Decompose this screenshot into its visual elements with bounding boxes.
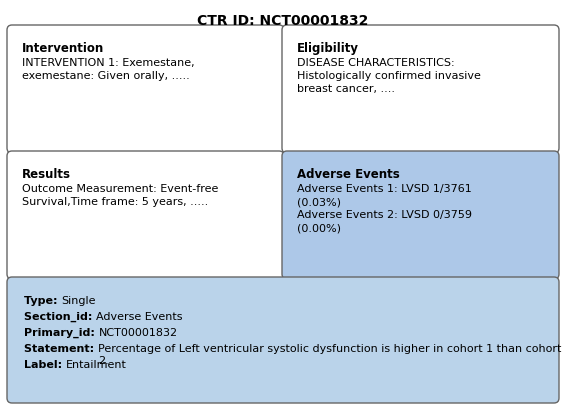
Text: DISEASE CHARACTERISTICS:
Histologically confirmed invasive
breast cancer, ....: DISEASE CHARACTERISTICS: Histologically … <box>297 58 481 95</box>
Text: Intervention: Intervention <box>22 42 104 55</box>
FancyBboxPatch shape <box>7 277 559 403</box>
FancyBboxPatch shape <box>7 151 284 279</box>
Text: Adverse Events: Adverse Events <box>297 168 400 181</box>
Text: INTERVENTION 1: Exemestane,
exemestane: Given orally, .....: INTERVENTION 1: Exemestane, exemestane: … <box>22 58 195 81</box>
Text: NCT00001832: NCT00001832 <box>98 328 178 338</box>
FancyBboxPatch shape <box>282 25 559 153</box>
Text: Entailment: Entailment <box>66 360 127 370</box>
Text: CTR ID: NCT00001832: CTR ID: NCT00001832 <box>198 14 368 28</box>
Text: Label:: Label: <box>24 360 66 370</box>
Text: Section_id:: Section_id: <box>24 312 96 322</box>
FancyBboxPatch shape <box>7 25 284 153</box>
FancyBboxPatch shape <box>282 151 559 279</box>
Text: Adverse Events: Adverse Events <box>96 312 183 322</box>
Text: Percentage of Left ventricular systolic dysfunction is higher in cohort 1 than c: Percentage of Left ventricular systolic … <box>98 344 561 366</box>
Text: Results: Results <box>22 168 71 181</box>
Text: Adverse Events 1: LVSD 1/3761
(0.03%)
Adverse Events 2: LVSD 0/3759
(0.00%): Adverse Events 1: LVSD 1/3761 (0.03%) Ad… <box>297 184 472 234</box>
Text: Statement:: Statement: <box>24 344 98 354</box>
Text: Type:: Type: <box>24 296 61 306</box>
Text: Eligibility: Eligibility <box>297 42 359 55</box>
Text: Outcome Measurement: Event-free
Survival,Time frame: 5 years, .....: Outcome Measurement: Event-free Survival… <box>22 184 218 207</box>
Text: Single: Single <box>61 296 96 306</box>
Text: Primary_id:: Primary_id: <box>24 328 98 338</box>
